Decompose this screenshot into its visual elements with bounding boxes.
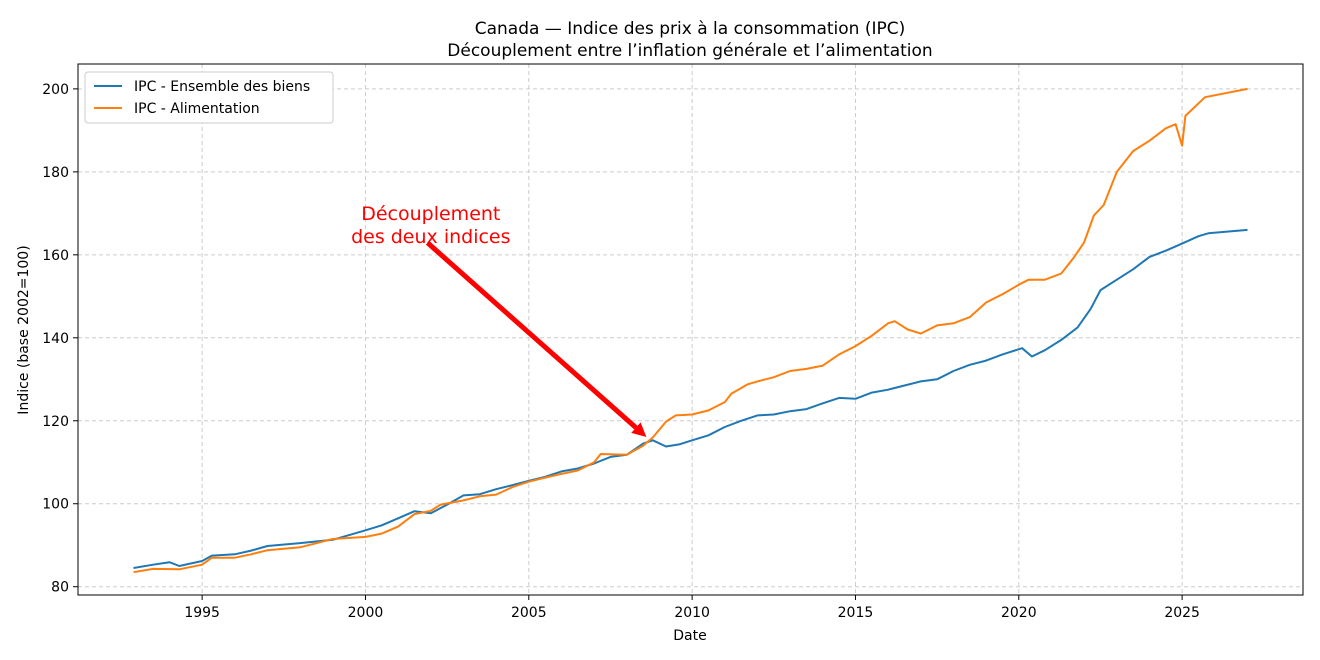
x-tick-label: 2025 <box>1164 605 1200 621</box>
y-tick-label: 140 <box>42 331 69 347</box>
annotation-text-line1: Découplement <box>361 203 500 225</box>
legend-label-general: IPC - Ensemble des biens <box>134 79 310 95</box>
x-axis-label: Date <box>673 628 706 644</box>
grid <box>78 64 1303 595</box>
series-line-1 <box>133 87 1248 574</box>
x-tick-label: 2005 <box>511 605 547 621</box>
x-tick-label: 1995 <box>184 605 220 621</box>
legend-label-food: IPC - Alimentation <box>134 101 260 117</box>
x-tick-label: 2015 <box>838 605 874 621</box>
legend: IPC - Ensemble des biens IPC - Alimentat… <box>84 71 334 124</box>
annotation: Découplement des deux indices <box>351 203 647 437</box>
annotation-text-line2: des deux indices <box>351 226 510 248</box>
axis-ticks: 1995 2000 2005 2010 2015 2020 2025 80 100 120 140 1… <box>42 82 1200 621</box>
y-tick-label: 120 <box>42 414 69 430</box>
y-tick-label: 160 <box>42 248 69 264</box>
y-tick-label: 80 <box>51 580 69 596</box>
legend-box <box>84 71 334 124</box>
y-tick-label: 200 <box>42 82 69 98</box>
y-tick-label: 180 <box>42 165 69 181</box>
y-axis-label: Indice (base 2002=100) <box>16 245 32 414</box>
y-tick-label: 100 <box>42 497 69 513</box>
plot-frame <box>77 63 1304 596</box>
annotation-arrow-shaft <box>425 240 638 430</box>
x-tick-label: 2010 <box>674 605 710 621</box>
annotation-arrow-head <box>631 422 647 437</box>
x-tick-label: 2000 <box>348 605 384 621</box>
x-tick-label: 2020 <box>1001 605 1037 621</box>
series-lines <box>133 87 1248 574</box>
chart-subtitle: Découplement entre l’inflation générale … <box>447 41 932 61</box>
series-line-0 <box>133 228 1248 569</box>
chart-title: Canada — Indice des prix à la consommati… <box>475 19 906 39</box>
